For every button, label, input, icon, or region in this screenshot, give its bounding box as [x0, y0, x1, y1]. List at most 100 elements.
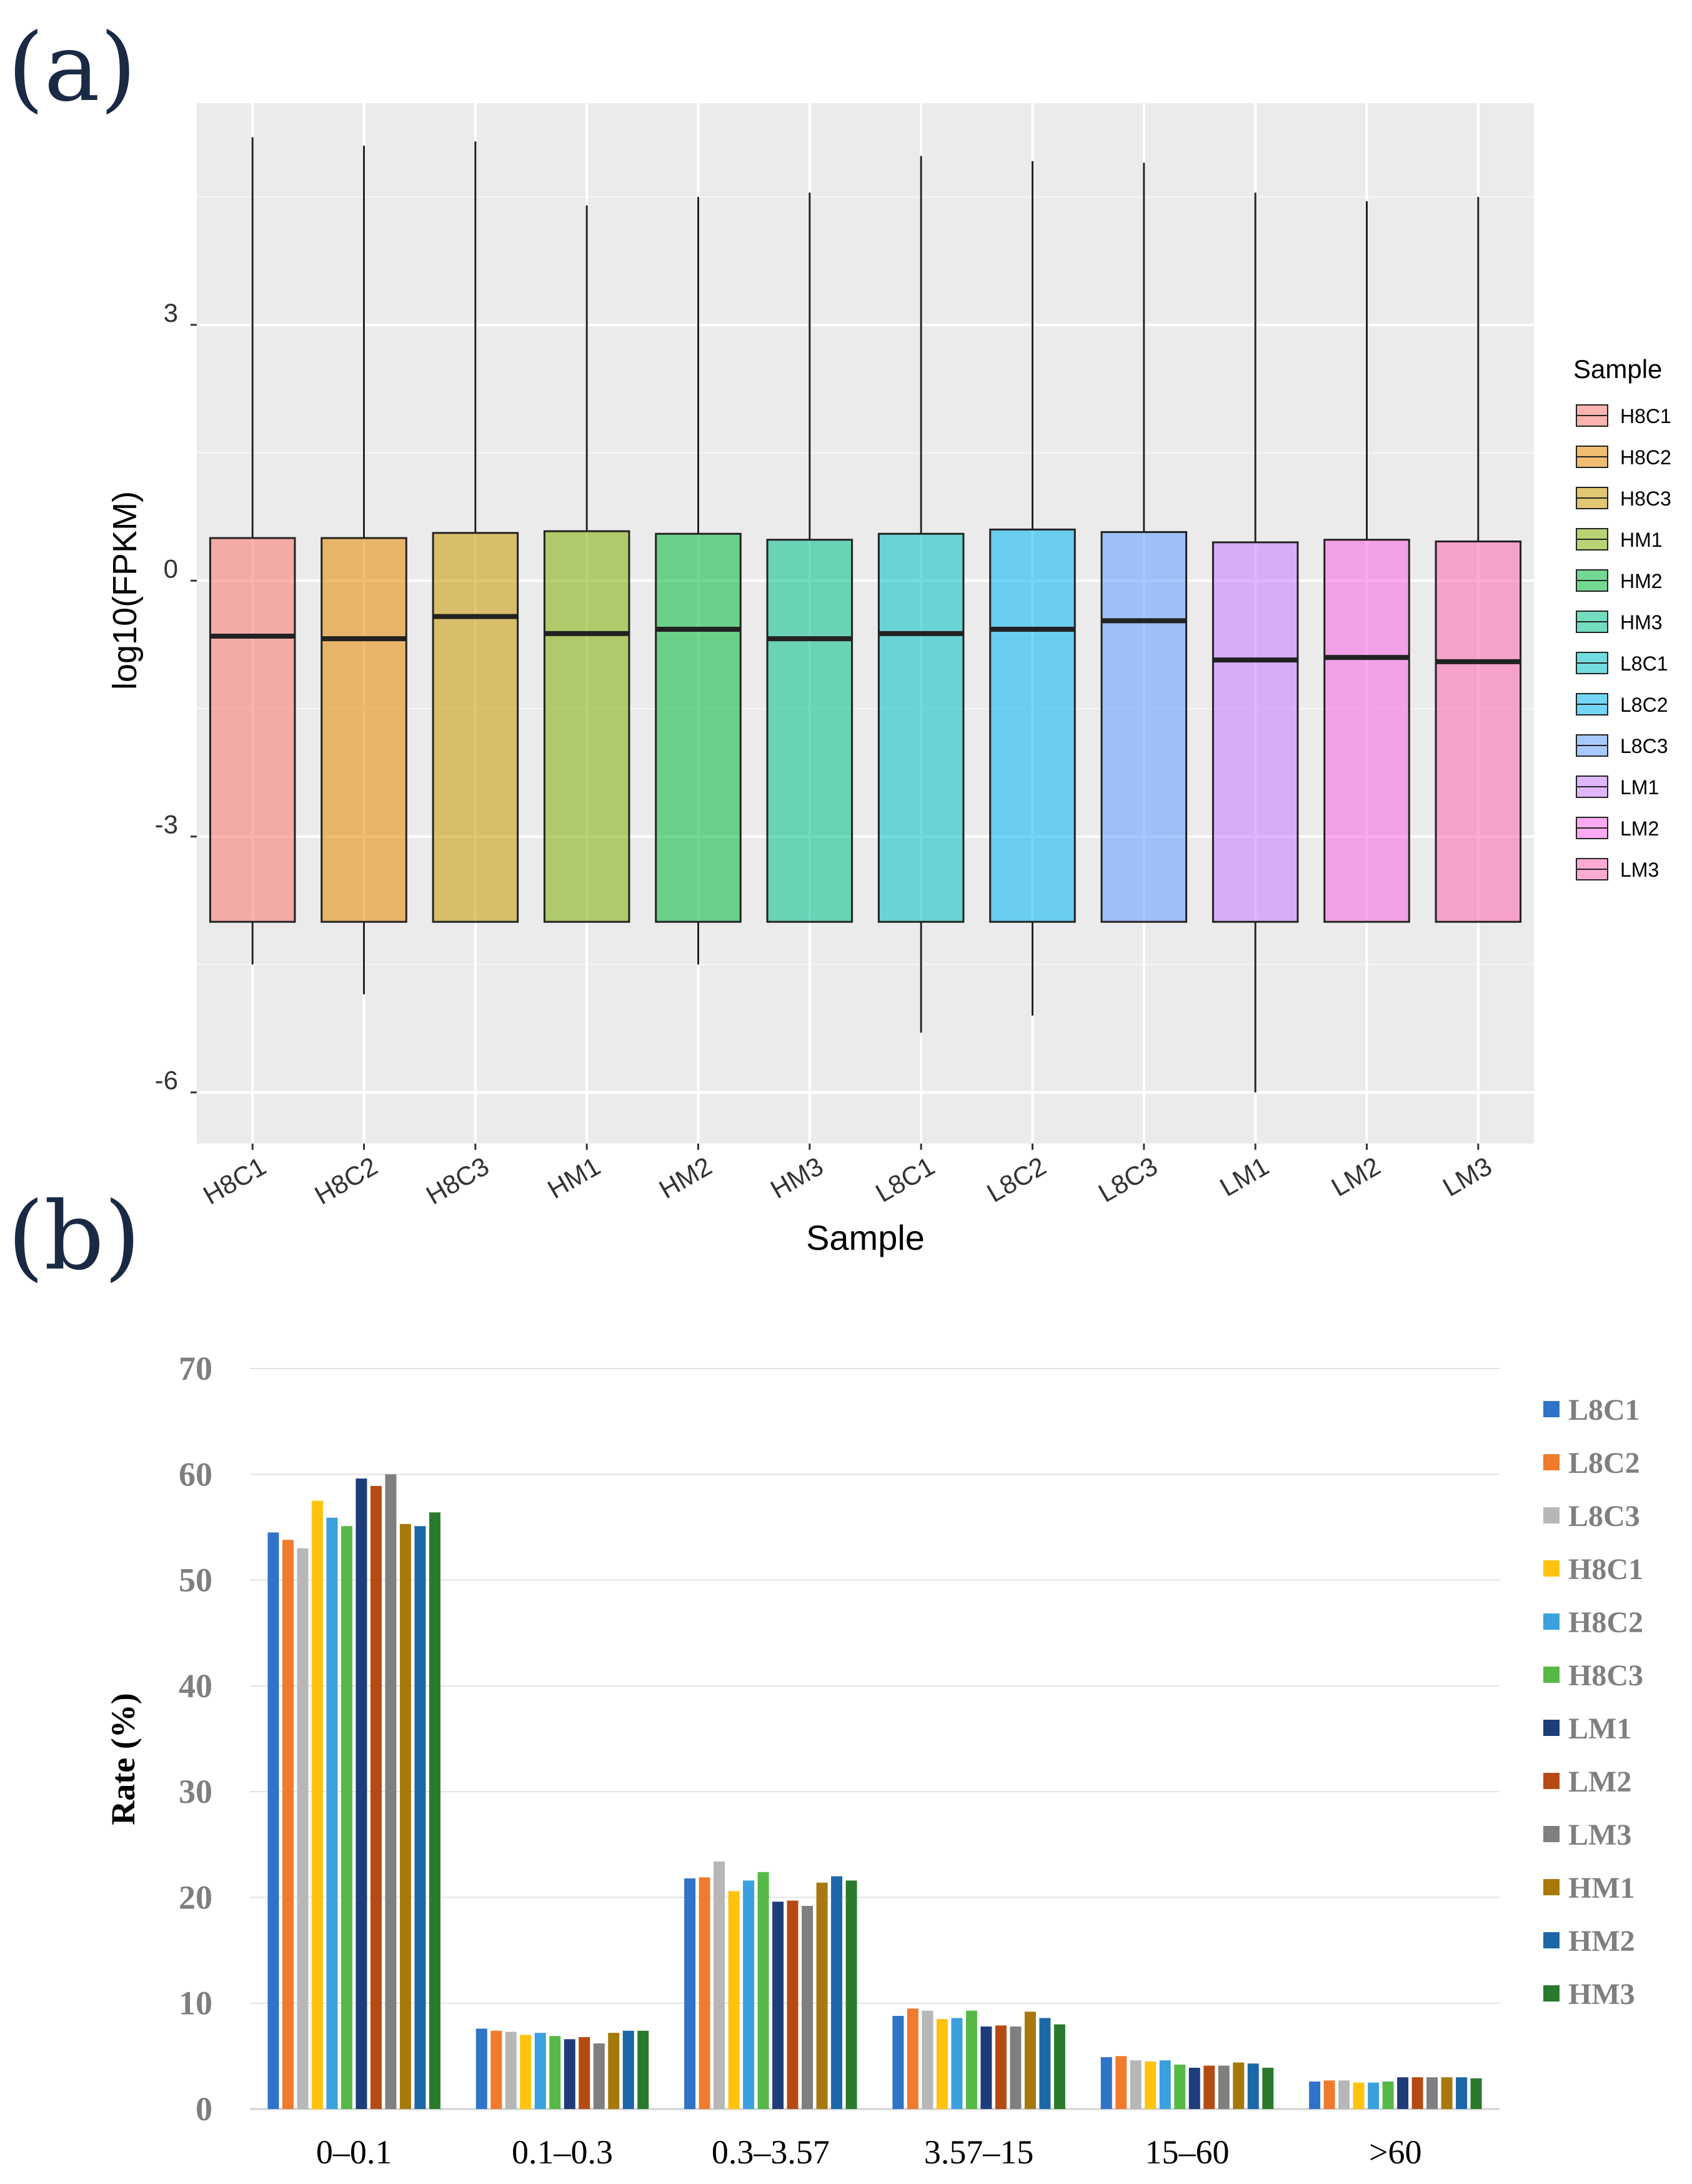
boxplot-box: [989, 528, 1076, 923]
boxplot-box: [209, 537, 296, 923]
bar-chart-legend-label: LM3: [1568, 1818, 1631, 1852]
bar-chart-legend-swatch: [1543, 1826, 1560, 1842]
bar-chart-y-tick-label: 70: [179, 1350, 212, 1387]
bar-chart-bar: [1159, 2060, 1171, 2109]
bar-chart-legend-swatch: [1543, 1507, 1560, 1523]
bar-chart-bars: [267, 1474, 1482, 2109]
boxplot-x-tick-label: H8C2: [309, 1151, 382, 1210]
boxplot-legend-label: HM2: [1620, 570, 1663, 592]
bar-chart-bar: [370, 1485, 382, 2109]
bar-chart-legend-label: LM2: [1568, 1765, 1631, 1798]
bar-chart-bar: [1397, 2077, 1409, 2109]
boxplot-box: [655, 532, 742, 923]
bar-chart-legend-swatch: [1543, 1560, 1560, 1577]
bar-chart-bar: [714, 1861, 725, 2109]
bar-chart-bar: [1039, 2018, 1051, 2109]
bar-chart-legend-label: HM1: [1568, 1872, 1635, 1905]
bar-chart-bar: [980, 2026, 992, 2109]
bar-chart-bar: [1174, 2064, 1186, 2109]
boxplot-box: [1212, 541, 1299, 923]
bar-chart-bar: [549, 2036, 561, 2109]
bar-chart-legend-swatch: [1543, 1932, 1560, 1948]
bar-chart-bar: [520, 2035, 532, 2109]
bar-chart-legend-swatch: [1543, 1454, 1560, 1470]
bar-chart-bar: [534, 2033, 546, 2109]
bar-chart-bar: [326, 1517, 338, 2109]
bar-chart-panel: 0 10 20 30 40 50 60 70 0–0.1 0.1–0.3 0.3–3.57 3.57…: [104, 1350, 1643, 2171]
bar-chart-bar: [1382, 2081, 1394, 2109]
panel-label-a: (a): [7, 14, 136, 122]
boxplot-plot-background: [197, 103, 1534, 1144]
bar-chart-bar: [995, 2025, 1007, 2109]
bar-chart-y-tick-label: 60: [179, 1455, 212, 1493]
boxplot-box: [1435, 540, 1522, 923]
bar-chart-bar: [1233, 2062, 1245, 2109]
bar-chart-legend-label: H8C1: [1568, 1553, 1643, 1586]
bar-chart-y-tick-label: 20: [179, 1878, 212, 1916]
boxplot-y-axis-label: log10(FPKM): [106, 491, 144, 690]
bar-chart-bar: [743, 1880, 755, 2109]
bar-chart-bar: [787, 1900, 799, 2109]
bar-chart-x-tick-label: 15–60: [1145, 2133, 1230, 2171]
bar-chart-bar: [1188, 2067, 1200, 2109]
panel-label-b: (b): [7, 1182, 141, 1291]
bar-chart-x-tick-label: 0–0.1: [316, 2133, 392, 2171]
bar-chart-bar: [1115, 2056, 1127, 2109]
bar-chart-bar: [1426, 2077, 1438, 2109]
boxplot-y-ticks: 3 0 -3 -6: [155, 298, 197, 1095]
bar-chart-bar: [399, 1523, 411, 2109]
bar-chart-bar: [1262, 2067, 1274, 2109]
bar-chart-bar: [1053, 2024, 1065, 2109]
boxplot-legend-label: H8C3: [1620, 487, 1671, 510]
boxplot-legend-label: L8C3: [1620, 735, 1668, 757]
bar-chart-bar: [965, 2010, 977, 2109]
bar-chart-bar: [772, 1902, 784, 2109]
bar-chart-legend-label: H8C2: [1568, 1606, 1643, 1639]
boxplot-y-tick-label: -3: [155, 810, 178, 839]
bar-chart-y-tick-label: 10: [179, 1985, 212, 2022]
bar-chart-bar: [1323, 2080, 1335, 2109]
boxplot-box: [766, 539, 853, 923]
bar-chart-bar: [1145, 2061, 1157, 2109]
boxplot-legend-label: LM1: [1620, 776, 1659, 799]
boxplot-x-tick-label: HM2: [654, 1151, 717, 1204]
boxplot-legend-label: LM3: [1620, 859, 1659, 881]
bar-chart-bar: [356, 1478, 367, 2109]
boxplot-legend-label: HM1: [1620, 529, 1663, 551]
bar-chart-y-tick-label: 0: [196, 2090, 212, 2128]
bar-chart-bar: [816, 1882, 828, 2109]
boxplot-legend-label: L8C1: [1620, 652, 1668, 675]
boxplot-box: [877, 532, 965, 923]
boxplot-x-tick-label: HM1: [542, 1151, 605, 1204]
bar-chart-y-tick-label: 50: [179, 1562, 212, 1599]
boxplot-x-axis-label: Sample: [806, 1218, 925, 1257]
bar-chart-bar: [1218, 2065, 1230, 2109]
boxplot-x-tick-label: LM3: [1438, 1151, 1496, 1202]
bar-chart-bar: [282, 1540, 294, 2109]
bar-chart-legend-swatch: [1543, 1879, 1560, 1895]
boxplot-legend: Sample H8C1 H8C2 H8C3 HM1 HM2 HM3 L8C1 L8C2 L8C3…: [1573, 354, 1671, 881]
bar-chart-bar: [1130, 2060, 1142, 2109]
boxplot-legend-title: Sample: [1573, 354, 1662, 384]
bar-chart-bar: [757, 1872, 769, 2109]
bar-chart-legend-swatch: [1543, 1401, 1560, 1417]
bar-chart-bar: [505, 2032, 517, 2109]
boxplot-box: [1100, 531, 1188, 923]
boxplot-box: [432, 532, 519, 923]
bar-chart-x-tick-label: 0.1–0.3: [512, 2133, 613, 2171]
bar-chart-x-tick-label: 3.57–15: [924, 2133, 1034, 2171]
bar-chart-y-tick-label: 40: [179, 1667, 212, 1705]
bar-chart-bar: [907, 2008, 918, 2109]
boxplot-x-tick-label: L8C1: [870, 1151, 939, 1208]
boxplot-x-tick-label: H8C1: [198, 1151, 271, 1210]
bar-chart-bar: [1024, 2012, 1036, 2109]
boxplot-legend-label: H8C2: [1620, 446, 1671, 469]
bar-chart-bar: [564, 2039, 575, 2109]
bar-chart-bar: [1309, 2081, 1321, 2109]
bar-chart-bar: [1441, 2077, 1453, 2109]
bar-chart-bar: [1100, 2057, 1112, 2109]
boxplot-panel: 3 0 -3 -6 H8C1 H8C2 H8C3 HM1 HM2 HM3 L8C1 L8C2 L8C3…: [106, 103, 1671, 1257]
boxplot-legend-label: H8C1: [1620, 405, 1671, 427]
boxplot-x-tick-label: LM1: [1215, 1151, 1273, 1202]
